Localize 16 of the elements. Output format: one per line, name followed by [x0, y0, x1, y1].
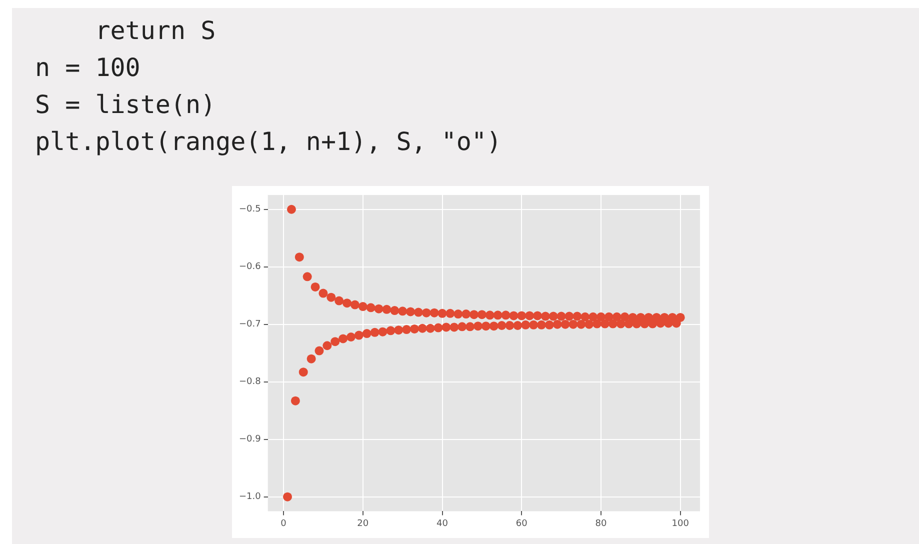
y-tick-label: −0.8: [238, 377, 262, 388]
x-tick-label: 100: [672, 518, 690, 529]
text: S = liste(n): [35, 89, 217, 121]
x-tick-label: 80: [595, 518, 607, 529]
y-tick-label: −0.5: [238, 204, 261, 215]
y-tick-label: −1.0: [238, 492, 262, 502]
y-tick-label: −0.9: [238, 434, 262, 445]
text: return S: [94, 15, 217, 47]
x-tick-label: 60: [516, 518, 528, 529]
x-tick-label: 0: [280, 518, 287, 529]
x-tick-label: 20: [357, 518, 369, 529]
y-tick-label: −0.6: [238, 262, 262, 272]
y-tick-label: −0.7: [238, 320, 261, 330]
x-tick-label: 40: [436, 518, 448, 529]
text: plt.plot(range(1, n+1), S, "o"): [35, 126, 502, 158]
text: n = 100: [35, 52, 142, 84]
